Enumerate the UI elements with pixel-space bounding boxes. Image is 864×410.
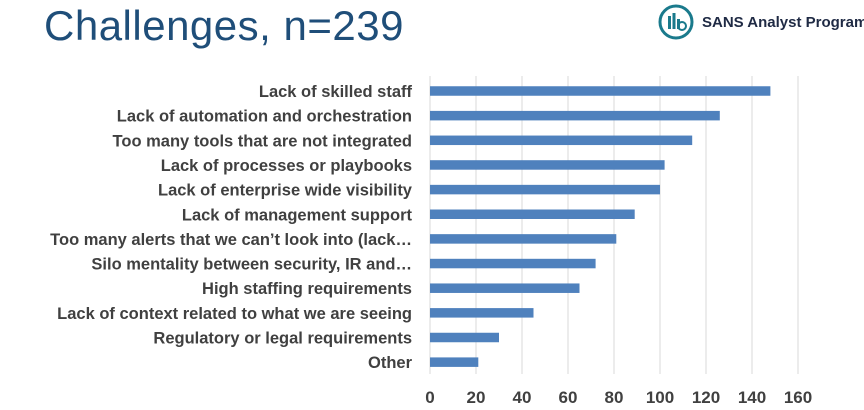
category-label: Lack of context related to what we are s… — [57, 305, 412, 323]
x-tick-label: 40 — [513, 388, 532, 407]
bar — [430, 135, 693, 146]
category-label: Lack of processes or playbooks — [161, 157, 412, 175]
sans-logo: SANS Analyst Program — [658, 4, 864, 40]
bar — [430, 283, 580, 293]
bar — [430, 209, 635, 219]
bar — [430, 110, 720, 121]
category-label: Too many tools that are not integrated — [113, 132, 412, 150]
sans-logo-icon — [658, 4, 694, 40]
category-label: High staffing requirements — [202, 280, 412, 298]
category-label: Other — [368, 354, 413, 372]
category-label: Regulatory or legal requirements — [153, 330, 412, 348]
category-label: Lack of automation and orchestration — [117, 108, 412, 126]
page-title: Challenges, n=239 — [44, 2, 404, 49]
bar — [430, 234, 617, 244]
category-label: Lack of skilled staff — [259, 83, 413, 101]
x-tick-label: 140 — [738, 388, 766, 407]
x-tick-label: 100 — [646, 388, 674, 407]
bar — [430, 258, 596, 269]
bar — [430, 160, 665, 170]
x-tick-label: 0 — [425, 388, 434, 407]
category-label: Silo mentality between security, IR and… — [91, 256, 412, 274]
bar — [430, 308, 534, 318]
logo-text: SANS Analyst Program — [702, 13, 864, 31]
x-tick-label: 80 — [605, 388, 624, 407]
bar — [430, 332, 499, 343]
bar — [430, 184, 660, 195]
bar — [430, 86, 771, 96]
x-tick-label: 160 — [784, 388, 812, 407]
x-tick-label: 120 — [692, 388, 720, 407]
x-tick-label: 60 — [559, 388, 578, 407]
category-label: Too many alerts that we can’t look into … — [50, 231, 412, 249]
category-label: Lack of management support — [182, 206, 413, 224]
x-tick-label: 20 — [467, 388, 486, 407]
category-label: Lack of enterprise wide visibility — [158, 182, 413, 200]
bar — [430, 357, 479, 367]
